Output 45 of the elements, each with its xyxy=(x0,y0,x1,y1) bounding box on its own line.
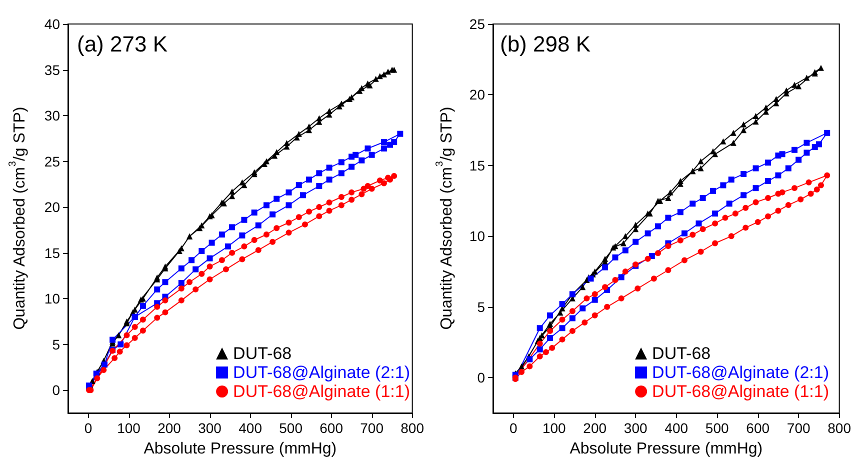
x-axis-title: Absolute Pressure (mmHg) xyxy=(144,440,337,458)
y-tick-label: 10 xyxy=(44,290,60,307)
y-tick-label: 20 xyxy=(44,199,60,216)
x-tick-label: 500 xyxy=(705,420,729,436)
legend-label: DUT-68@Alginate (2:1) xyxy=(233,363,410,382)
x-tick-label: 500 xyxy=(279,420,303,436)
x-tick-label: 100 xyxy=(542,420,566,436)
x-tick-label: 600 xyxy=(746,420,770,436)
x-tick-label: 600 xyxy=(320,420,344,436)
x-axis-title: Absolute Pressure (mmHg) xyxy=(570,440,763,458)
y-tick-label: 0 xyxy=(52,382,60,398)
y-axis-title: Quantity Adsorbed (cm3/g STP) xyxy=(434,106,456,330)
y-tick-label: 15 xyxy=(469,157,486,174)
x-tick-label: 0 xyxy=(509,420,518,436)
x-tick-label: 100 xyxy=(117,420,141,436)
legend-label: DUT-68 xyxy=(652,344,711,363)
y-axis-title: Quantity Adsorbed (cm3/g STP) xyxy=(8,106,28,330)
y-tick-label: 10 xyxy=(469,228,486,244)
y-tick-label: 15 xyxy=(44,244,60,261)
chart-title: (b) 298 K xyxy=(500,32,591,56)
y-tick-label: 0 xyxy=(477,370,486,386)
legend-label: DUT-68@Alginate (1:1) xyxy=(233,382,410,401)
x-tick-label: 0 xyxy=(84,420,92,436)
y-tick-label: 35 xyxy=(44,62,60,78)
y-tick-label: 20 xyxy=(469,86,486,103)
x-tick-label: 700 xyxy=(786,420,810,436)
y-tick-label: 5 xyxy=(52,336,60,352)
y-tick-label: 25 xyxy=(44,153,60,170)
y-tick-label: 30 xyxy=(44,108,60,124)
y-tick-label: 40 xyxy=(44,16,60,32)
x-tick-label: 200 xyxy=(583,420,607,436)
legend-label: DUT-68@Alginate (1:1) xyxy=(652,382,830,401)
x-tick-label: 400 xyxy=(238,420,262,436)
x-tick-label: 300 xyxy=(198,420,222,436)
x-tick-label: 400 xyxy=(664,420,688,436)
y-tick-label: 5 xyxy=(477,298,486,315)
x-tick-label: 200 xyxy=(158,420,182,436)
x-tick-label: 300 xyxy=(624,420,648,436)
x-tick-label: 700 xyxy=(360,420,384,436)
chart-title: (a) 273 K xyxy=(77,32,168,56)
legend-label: DUT-68 xyxy=(233,344,292,363)
x-tick-label: 800 xyxy=(828,420,852,436)
y-tick-label: 25 xyxy=(469,16,486,32)
x-tick-label: 800 xyxy=(400,420,424,436)
legend-label: DUT-68@Alginate (2:1) xyxy=(652,363,830,382)
